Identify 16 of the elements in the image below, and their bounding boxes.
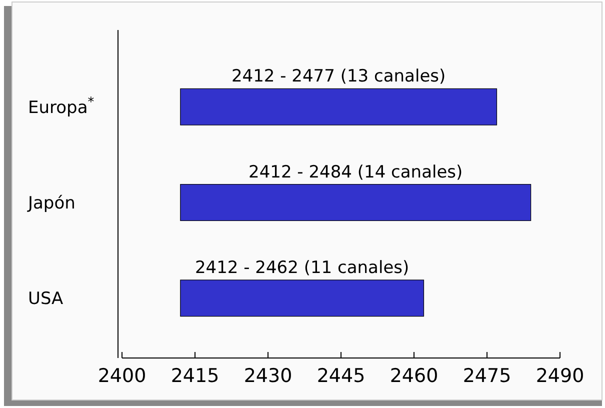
x-tick-label: 2490: [536, 365, 584, 387]
annotation: 2412 - 2484 (14 canales): [248, 162, 463, 182]
bar: [180, 280, 424, 317]
x-tick-label: 2460: [390, 365, 438, 387]
annotation: 2412 - 2477 (13 canales): [231, 66, 446, 87]
x-tick-label: 2400: [98, 365, 146, 387]
bar: [180, 88, 498, 126]
x-tick-label: 2445: [316, 365, 366, 387]
x-tick-label: 2430: [244, 365, 292, 387]
y-tick-label: Europa$^{*}$: [28, 94, 94, 118]
annotation: 2412 - 2462 (11 canales): [194, 258, 410, 278]
y-tick-label: USA: [28, 289, 64, 310]
bar: [180, 184, 532, 221]
y-tick-label: Japón: [27, 194, 76, 214]
x-tick-label: 2415: [170, 365, 220, 387]
x-tick-label: 2475: [462, 365, 512, 387]
